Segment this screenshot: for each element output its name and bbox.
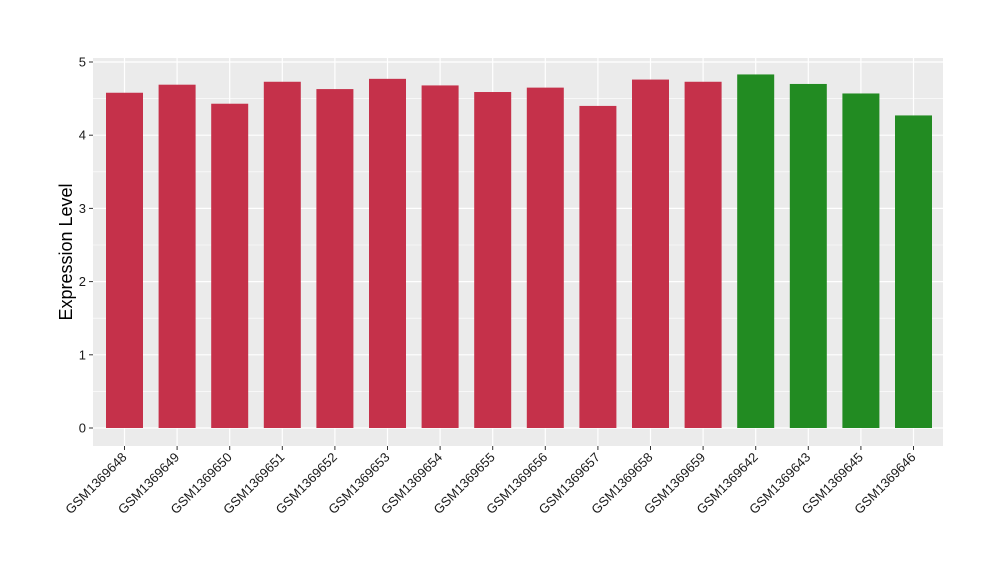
- y-tick-label: 4: [79, 128, 86, 143]
- bar: [632, 79, 669, 429]
- bar: [737, 74, 775, 428]
- bar: [526, 87, 564, 429]
- bar: [789, 83, 827, 429]
- y-tick-label: 0: [79, 421, 86, 436]
- bar: [895, 115, 932, 428]
- x-axis: GSM1369648GSM1369649GSM1369650GSM1369651…: [62, 446, 919, 517]
- bars: [106, 74, 932, 429]
- bar: [316, 89, 354, 429]
- bar: [263, 81, 301, 428]
- bar: [842, 93, 880, 428]
- bar: [579, 105, 617, 429]
- bar: [158, 84, 196, 428]
- bar: [474, 92, 512, 429]
- y-tick-label: 1: [79, 347, 86, 362]
- bar: [106, 92, 143, 428]
- y-tick-label: 3: [79, 201, 86, 216]
- bar: [211, 103, 249, 428]
- y-tick-label: 5: [79, 55, 86, 70]
- bar: [684, 81, 722, 428]
- y-tick-label: 2: [79, 274, 86, 289]
- y-axis: 0 1 2 3 4 5: [79, 55, 93, 436]
- y-axis-title: Expression Level: [56, 183, 76, 320]
- bar: [421, 85, 459, 428]
- bar: [369, 78, 406, 428]
